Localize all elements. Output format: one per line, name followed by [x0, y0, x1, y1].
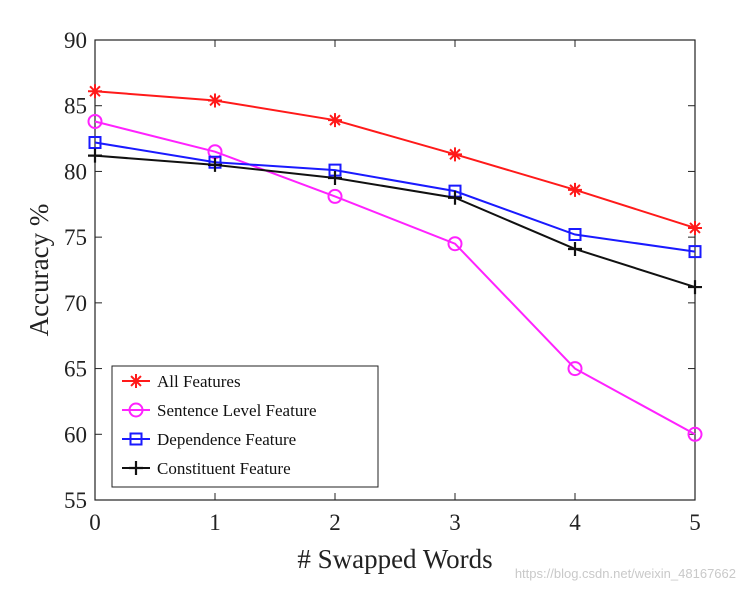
y-tick-label: 80: [64, 159, 87, 184]
data-point-marker: [328, 113, 342, 128]
data-point-marker: [88, 136, 102, 150]
x-axis-title: # Swapped Words: [297, 544, 492, 574]
y-axis: 55 60 65 70 75 80 85 90: [64, 28, 695, 513]
y-tick-label: 65: [64, 357, 87, 382]
x-tick-label: 2: [329, 510, 341, 535]
data-point-marker: [568, 241, 582, 256]
legend-box: [111, 365, 379, 488]
series-line: [94, 120, 696, 436]
x-tick-label: 3: [449, 510, 461, 535]
y-tick-label: 70: [64, 291, 87, 316]
y-tick-label: 75: [64, 225, 87, 250]
data-point-marker: [328, 171, 342, 185]
x-tick-label: 0: [89, 510, 101, 535]
watermark-text: https://blog.csdn.net/weixin_48167662: [515, 566, 736, 581]
legend-entry: Dependence Feature: [122, 430, 296, 449]
x-axis: 0 1 2 3 4 5: [89, 40, 701, 535]
legend-marker: [129, 432, 143, 446]
data-point-marker: [687, 426, 703, 442]
legend-entry: All Features: [122, 372, 241, 391]
data-point-marker: [88, 84, 102, 99]
data-point-marker: [447, 236, 463, 252]
series-constituent-feature: [88, 148, 702, 295]
legend-marker: [129, 461, 143, 475]
legend-label: All Features: [157, 372, 241, 391]
series-line: [94, 141, 696, 253]
data-point-marker: [568, 228, 582, 242]
data-point-marker: [688, 245, 702, 259]
series-dependence-feature: [88, 136, 702, 259]
y-tick-label: 85: [64, 94, 87, 119]
data-point-marker: [688, 280, 702, 295]
legend-label: Sentence Level Feature: [157, 401, 317, 420]
legend-entry: Sentence Level Feature: [122, 401, 317, 420]
data-point-marker: [567, 361, 583, 377]
data-point-marker: [448, 190, 462, 205]
series-all-features: [88, 84, 702, 235]
y-axis-title: Accuracy %: [24, 204, 54, 337]
data-point-marker: [208, 157, 222, 172]
x-tick-label: 4: [569, 510, 581, 535]
legend: All Features Sentence Level Feature Depend…: [111, 365, 379, 488]
y-tick-label: 90: [64, 28, 87, 53]
data-point-marker: [327, 188, 343, 204]
series-sentence-level-feature: [87, 113, 703, 442]
legend-label: Dependence Feature: [157, 430, 296, 449]
data-point-marker: [88, 148, 102, 163]
y-tick-label: 60: [64, 422, 87, 447]
plot-frame: [94, 39, 696, 501]
series-line: [94, 154, 696, 289]
x-tick-label: 1: [209, 510, 221, 535]
legend-entries: All Features Sentence Level Feature Depend…: [122, 372, 317, 478]
legend-marker: [129, 374, 143, 388]
legend-entry: Constituent Feature: [122, 459, 291, 478]
x-tick-label: 5: [689, 510, 701, 535]
data-point-marker: [208, 93, 222, 108]
data-point-marker: [87, 113, 103, 129]
data-point-marker: [688, 220, 702, 235]
series-line: [94, 90, 696, 229]
legend-label: Constituent Feature: [157, 459, 291, 478]
series-layer: [87, 84, 703, 442]
data-point-marker: [568, 182, 582, 197]
y-tick-label: 55: [64, 488, 87, 513]
plot-area: 55 60 65 70 75 80 85 90 0 1 2 3 4 5: [64, 28, 703, 535]
data-point-marker: [448, 147, 462, 162]
legend-marker: [128, 402, 144, 418]
